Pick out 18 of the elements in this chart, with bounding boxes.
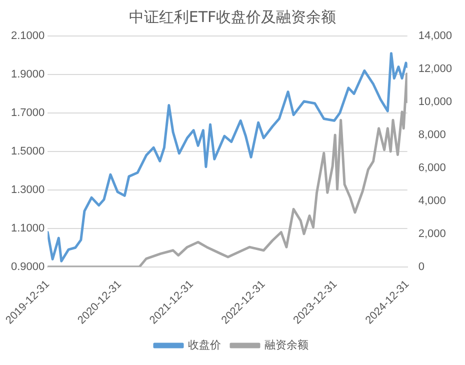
y2-tick-label: 0 <box>418 260 424 273</box>
chart-title: 中证红利ETF收盘价及融资余额 <box>128 8 338 27</box>
y2-tick-label: 6,000 <box>418 162 446 174</box>
y-tick-label: 1.5000 <box>10 145 45 158</box>
y-tick-label: 1.7000 <box>10 106 45 119</box>
y-tick-label: 0.9000 <box>10 260 45 273</box>
y2-tick-label: 4,000 <box>418 194 446 207</box>
y2-tick-label: 12,000 <box>418 63 452 76</box>
y2-tick-label: 10,000 <box>418 96 452 108</box>
legend-label: 收盘价 <box>188 338 221 352</box>
y2-tick-label: 8,000 <box>418 128 446 141</box>
y-tick-label: 2.1000 <box>10 30 45 42</box>
y-tick-label: 1.9000 <box>10 68 45 81</box>
y2-tick-label: 14,000 <box>418 30 452 42</box>
y2-tick-label: 2,000 <box>418 228 446 240</box>
legend-label: 融资余额 <box>264 338 308 352</box>
y-tick-label: 1.1000 <box>10 222 45 234</box>
y-tick-label: 1.3000 <box>10 184 45 196</box>
